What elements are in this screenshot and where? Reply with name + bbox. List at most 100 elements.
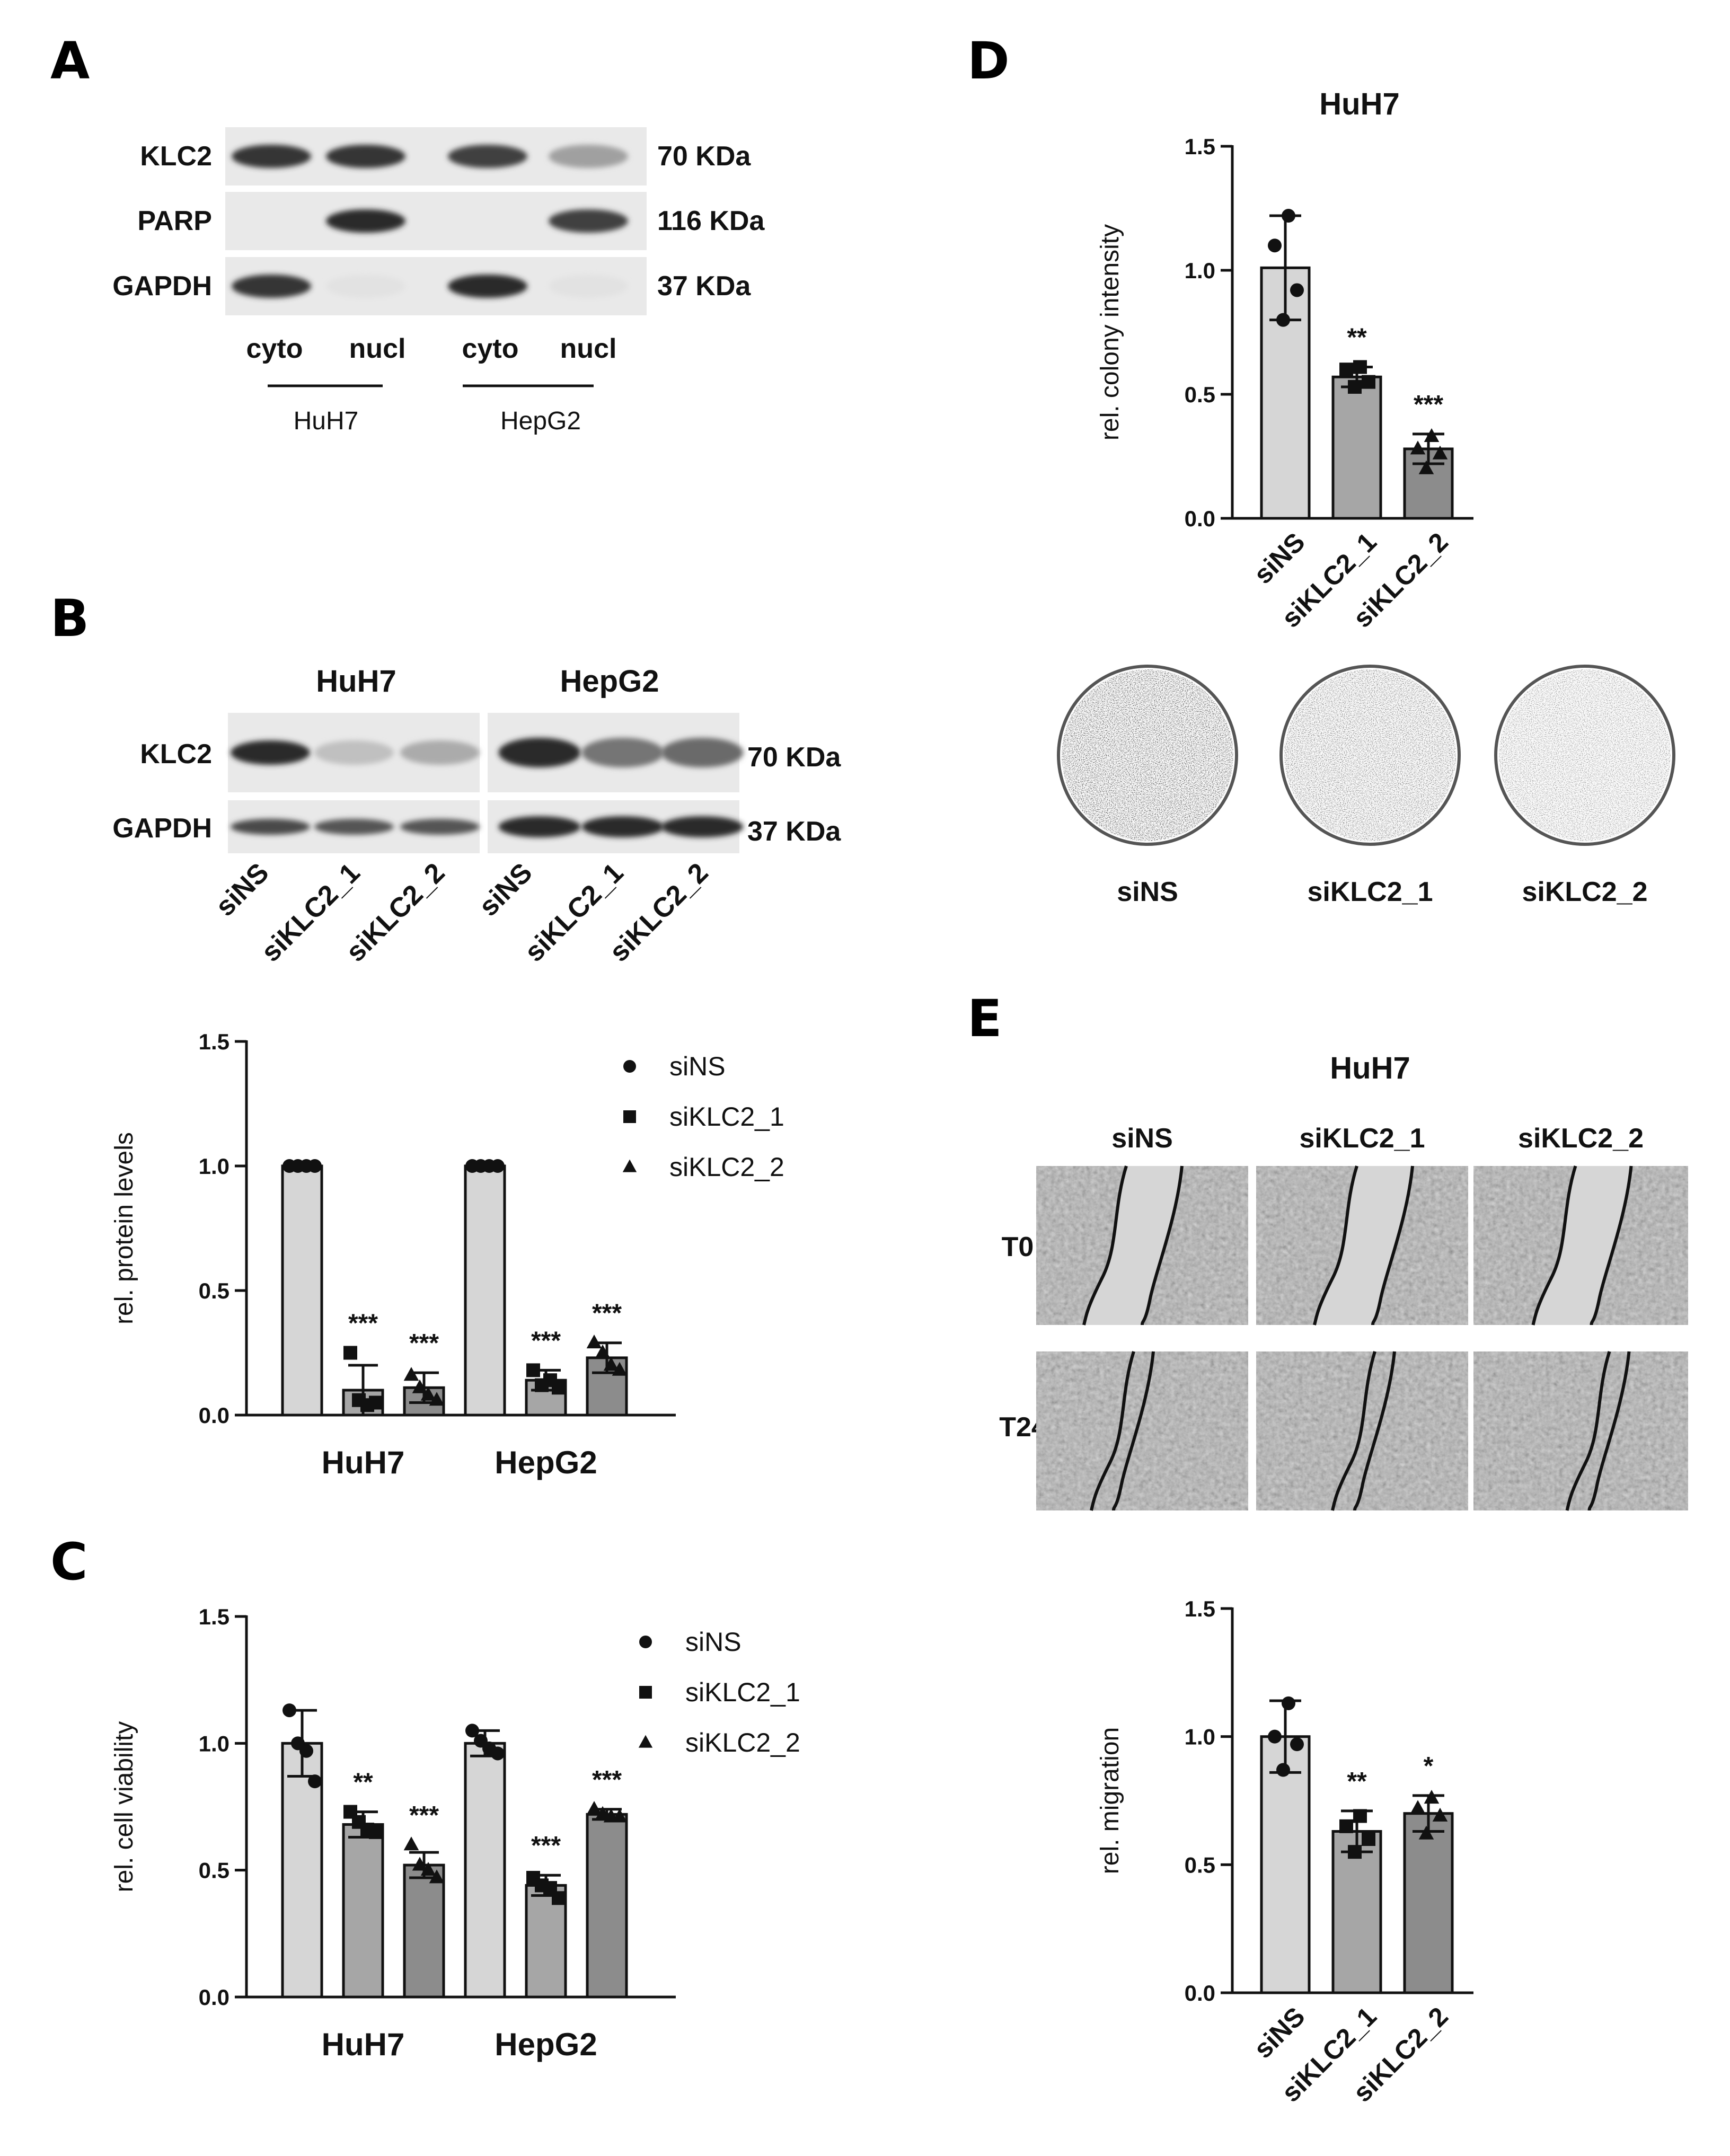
- chart-e-significance: *: [1424, 1752, 1434, 1780]
- chart-c-y-tick-label: 1.5: [199, 1604, 230, 1629]
- chart-b-point: [429, 1392, 445, 1406]
- scratch-col-label: siNS: [1111, 1123, 1173, 1154]
- chart-d-point: [1268, 238, 1282, 253]
- chart-c-legend-marker: [639, 1636, 652, 1648]
- scratch-title: HuH7: [1330, 1051, 1410, 1085]
- chart-d-y-tick-label: 1.5: [1185, 134, 1215, 159]
- blot-b-huh7-gapdh-band: [314, 819, 394, 835]
- chart-b-y-tick-label: 0.0: [199, 1403, 230, 1428]
- chart-d-point: [1418, 460, 1434, 474]
- blot-a-row-label: GAPDH: [112, 271, 212, 302]
- blot-b-lane-label: siNS: [473, 857, 539, 922]
- chart-b-legend-label: siKLC2_2: [669, 1152, 784, 1182]
- blot-b-lane-label: siNS: [210, 857, 275, 922]
- chart-b-point: [552, 1381, 566, 1395]
- chart-b-legend-label: siKLC2_1: [669, 1102, 784, 1132]
- blot-a-row-label: KLC2: [140, 141, 212, 172]
- scratch-edge-left: [1531, 1165, 1577, 1326]
- blot-a-klc2-band: [232, 145, 311, 168]
- blot-b-hepg2-gapdh-band: [661, 816, 744, 837]
- scratch-edge-left: [1090, 1351, 1135, 1511]
- blot-b-huh7-klc2-band: [314, 740, 394, 765]
- chart-c-ylabel: rel. cell viability: [110, 1721, 138, 1893]
- chart-b-y-tick-label: 0.5: [199, 1278, 230, 1303]
- colony-texture: [1062, 669, 1233, 841]
- chart-c-point: [612, 1808, 628, 1823]
- scratch-image-texture: [1473, 1351, 1688, 1510]
- chart-b-significance: ***: [348, 1310, 378, 1338]
- blot-a-parp-band: [326, 209, 405, 233]
- chart-b-category-label: HuH7: [322, 1445, 405, 1480]
- blot-b-huh7-klc2-band: [231, 740, 310, 765]
- chart-c-category-label: HuH7: [322, 2027, 405, 2062]
- chart-c-bar: [586, 1813, 628, 1999]
- chart-d-category-label: siNS: [1248, 527, 1311, 589]
- chart-c-point: [429, 1869, 445, 1884]
- chart-d-point: [1424, 428, 1440, 442]
- scratch-edge-left: [1565, 1351, 1611, 1511]
- chart-b-bar: [464, 1164, 506, 1417]
- chart-b-y-tick-label: 1.5: [199, 1029, 230, 1054]
- chart-e-point: [1282, 1696, 1295, 1710]
- chart-e-point: [1268, 1729, 1282, 1744]
- chart-d-ylabel: rel. colony intensity: [1096, 224, 1124, 440]
- scratch-edge-right: [1112, 1351, 1155, 1511]
- panel-label-b: B: [50, 589, 89, 648]
- chart-e-bar: [1403, 1812, 1454, 1994]
- chart-b-point: [403, 1367, 419, 1381]
- chart-d-point: [1353, 360, 1367, 374]
- chart-e-point: [1424, 1790, 1440, 1804]
- chart-c-bar: [403, 1863, 445, 1999]
- blot-b-huh7-gapdh-band: [400, 819, 480, 835]
- blot-b-hepg2-gapdh-band: [581, 816, 664, 837]
- chart-c-point: [586, 1801, 602, 1815]
- scratch-edge-left: [1082, 1165, 1128, 1326]
- scratch-edge-right: [1590, 1165, 1633, 1326]
- chart-b-point: [420, 1386, 436, 1401]
- scratch-image-texture: [1036, 1351, 1248, 1510]
- chart-b-point: [308, 1159, 322, 1173]
- chart-c-point: [299, 1744, 313, 1758]
- scratch-edge-right: [1587, 1351, 1631, 1511]
- chart-c-legend-marker: [639, 1686, 652, 1699]
- blot-a-gapdh-band: [448, 275, 527, 298]
- chart-d-point: [1282, 209, 1295, 223]
- scratch-gap: [1084, 1166, 1182, 1325]
- chart-e-point: [1348, 1845, 1362, 1859]
- chart-b-point: [526, 1363, 540, 1377]
- lane-label-nucl: nucl: [560, 333, 617, 364]
- blot-a-gapdh-band: [549, 275, 628, 298]
- chart-c-point: [595, 1806, 611, 1820]
- chart-d-point: [1432, 445, 1448, 460]
- chart-b-point: [491, 1159, 505, 1173]
- scratch-edge-right: [1371, 1165, 1414, 1326]
- chart-d-point: [1410, 440, 1426, 455]
- chart-e-point: [1353, 1809, 1367, 1823]
- chart-b-ylabel: rel. protein levels: [110, 1132, 138, 1324]
- chart-c-point: [403, 1836, 419, 1851]
- chart-d-point: [1276, 313, 1290, 327]
- chart-d-bar: [1331, 375, 1382, 520]
- chart-c-point: [420, 1862, 436, 1876]
- scratch-row-label: T0: [1002, 1232, 1034, 1262]
- blot-b-huh7-klc2-band: [400, 740, 480, 765]
- chart-c-point: [283, 1703, 296, 1718]
- chart-b-significance: ***: [592, 1300, 622, 1328]
- scratch-edge-right: [1141, 1165, 1184, 1326]
- chart-b-point: [343, 1346, 357, 1360]
- chart-d-significance: **: [1347, 324, 1367, 352]
- chart-b-point: [612, 1362, 628, 1376]
- chart-c-category-label: HepG2: [495, 2027, 597, 2062]
- chart-b-point: [586, 1335, 602, 1349]
- panel-label-d: D: [967, 31, 1010, 91]
- blot-a-size-label: 116 KDa: [657, 206, 765, 236]
- chart-b-point: [412, 1379, 428, 1393]
- colony-label: siKLC2_1: [1308, 877, 1433, 907]
- chart-c-significance: ***: [592, 1766, 622, 1794]
- chart-b-legend-label: siNS: [669, 1052, 726, 1081]
- blot-b-hepg2-klc2-band: [498, 738, 581, 767]
- chart-c-y-tick-label: 0.5: [199, 1858, 230, 1883]
- colony-texture: [1284, 669, 1456, 841]
- lane-label-cyto: cyto: [462, 333, 519, 364]
